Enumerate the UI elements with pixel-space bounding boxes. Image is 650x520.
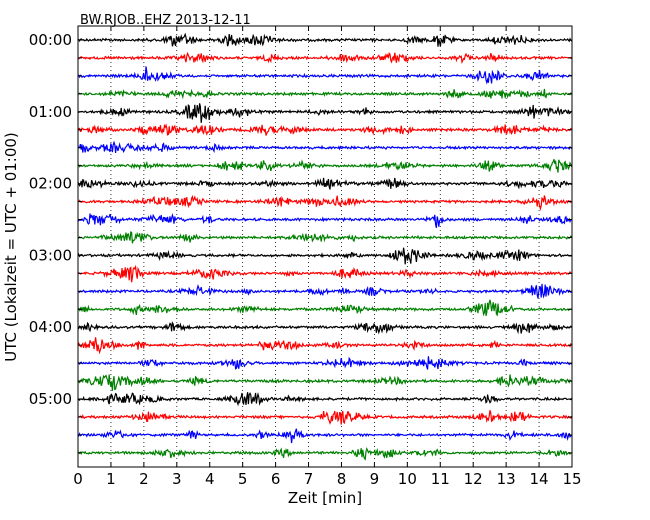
x-tick-label: 9 bbox=[370, 470, 380, 488]
chart-title: BW.RJOB..EHZ 2013-12-11 bbox=[80, 13, 251, 28]
x-axis-ticks: 0 1 2 3 4 5 6 7 8 9 10 11 12 13 14 15 bbox=[73, 26, 582, 488]
x-tick-label: 10 bbox=[398, 470, 417, 488]
trace-line bbox=[77, 356, 572, 370]
trace-line bbox=[77, 392, 573, 407]
trace-line bbox=[77, 32, 573, 47]
x-tick-label: 7 bbox=[304, 470, 314, 488]
x-tick-label: 13 bbox=[497, 470, 516, 488]
trace-line bbox=[77, 299, 572, 317]
y-tick-label: 04:00 bbox=[29, 318, 72, 336]
trace-line bbox=[77, 66, 572, 85]
grid-lines bbox=[110, 26, 540, 467]
x-tick-label: 1 bbox=[106, 470, 116, 488]
y-tick-label: 03:00 bbox=[29, 246, 72, 264]
trace-line bbox=[77, 212, 572, 228]
trace-line bbox=[77, 123, 572, 136]
trace-line bbox=[77, 88, 573, 100]
plot-frame bbox=[77, 25, 573, 468]
x-tick-label: 8 bbox=[337, 470, 347, 488]
x-tick-label: 2 bbox=[139, 470, 149, 488]
y-tick-label: 02:00 bbox=[29, 175, 72, 193]
trace-line bbox=[77, 194, 573, 211]
x-tick-label: 6 bbox=[271, 470, 281, 488]
trace-line bbox=[77, 283, 572, 299]
trace-line bbox=[77, 177, 572, 190]
seismic-traces bbox=[77, 32, 573, 461]
plot-background bbox=[78, 26, 572, 467]
trace-line bbox=[77, 51, 573, 65]
trace-line bbox=[77, 103, 573, 123]
x-tick-label: 14 bbox=[530, 470, 549, 488]
y-tick-label: 00:00 bbox=[29, 31, 72, 49]
trace-line bbox=[77, 321, 572, 335]
trace-line bbox=[77, 428, 573, 444]
y-tick-label: 01:00 bbox=[29, 103, 72, 121]
trace-line bbox=[77, 337, 573, 355]
trace-line bbox=[77, 410, 573, 425]
trace-line bbox=[77, 159, 573, 173]
x-tick-label: 11 bbox=[431, 470, 450, 488]
trace-line bbox=[77, 446, 572, 461]
x-tick-label: 0 bbox=[73, 470, 83, 488]
trace-line bbox=[77, 140, 573, 154]
y-tick-label: 05:00 bbox=[29, 390, 72, 408]
x-tick-label: 4 bbox=[205, 470, 215, 488]
x-tick-label: 12 bbox=[464, 470, 483, 488]
trace-line bbox=[77, 374, 573, 391]
x-tick-label: 5 bbox=[238, 470, 248, 488]
trace-line bbox=[77, 247, 572, 265]
y-axis-label: UTC (Lokalzeit = UTC + 01:00) bbox=[2, 132, 20, 362]
x-tick-label: 15 bbox=[562, 470, 581, 488]
x-axis-label: Zeit [min] bbox=[288, 489, 362, 507]
trace-line bbox=[77, 231, 573, 244]
trace-line bbox=[77, 264, 572, 283]
x-tick-label: 3 bbox=[172, 470, 182, 488]
y-axis-ticks: 00:00 01:00 02:00 03:00 04:00 05:00 bbox=[29, 31, 572, 454]
